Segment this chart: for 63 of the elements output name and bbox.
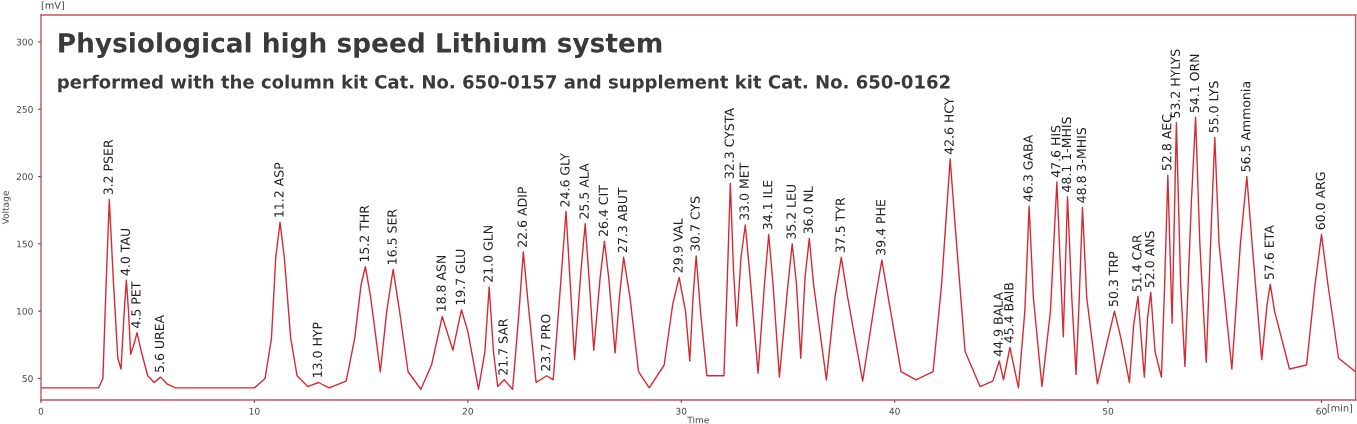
annotation: 42.6 HCY: [944, 97, 954, 155]
y-tick-label: 50: [22, 375, 33, 383]
x-tick-label: 0: [38, 407, 44, 415]
y-tick-label: 200: [16, 173, 33, 181]
annotation: 25.5 ALA: [579, 163, 589, 219]
x-tick-label: 60: [1316, 407, 1327, 415]
annotation: 27.3 ABUT: [617, 187, 628, 253]
annotation: 36.0 NL: [803, 186, 813, 234]
text: performed with the column kit Cat. No. 650-0157 and supplement kit Cat. No. 650-0162: [58, 74, 950, 93]
y-tick-label: 150: [17, 240, 33, 248]
annotation: 54.1 ORN: [1189, 54, 1200, 113]
annotation: 32.3 CYSTA: [724, 108, 734, 179]
annotation: 48.8 3-MHIS: [1076, 127, 1087, 203]
annotation: 39.4 PHE: [876, 199, 886, 255]
annotation: 37.5 TYR: [835, 197, 845, 253]
annotation: 5.6 UREA: [154, 314, 165, 372]
annotation: 44.9 BALA: [993, 292, 1003, 357]
x-tick-label: 50: [1103, 407, 1114, 415]
x-tick-label: 30: [676, 407, 687, 415]
annotation: 3.2 PSER: [103, 139, 113, 195]
text: [min]: [1327, 404, 1353, 413]
annotation: 33.0 MET: [739, 162, 749, 220]
annotation: 4.0 TAU: [120, 228, 130, 276]
annotation: 35.2 LEU: [786, 184, 796, 239]
annotation: 46.3 GABA: [1023, 134, 1033, 202]
annotation: 21.7 SAR: [498, 318, 508, 375]
annotation: 56.5 Ammonia: [1240, 82, 1251, 172]
annotation: 13.0 HYP: [312, 322, 323, 377]
y-tick-label: 300: [16, 38, 33, 46]
annotation: 60.0 ARG: [1315, 172, 1326, 230]
x-tick-label: 10: [249, 407, 260, 415]
annotation: 21.0 GLN: [483, 226, 493, 282]
annotation: 11.2 ASP: [274, 162, 284, 217]
annotation: 55.0 LYS: [1208, 81, 1219, 133]
x-axis-title: Time: [687, 416, 709, 424]
annotation: 30.7 CYS: [690, 196, 700, 251]
annotation: 52.0 ANS: [1144, 231, 1155, 288]
annotation: 4.5 PET: [131, 281, 141, 328]
annotation: 51.4 CAR: [1132, 234, 1142, 292]
annotation: 48.1 1-MHIS: [1061, 117, 1072, 192]
annotation: 34.1 ILE: [762, 180, 773, 230]
annotation: 52.8 AEC: [1162, 114, 1172, 171]
annotation: 15.2 THR: [359, 205, 370, 262]
annotation: 24.6 GLY: [560, 152, 570, 207]
x-tick-label: 40: [889, 407, 900, 415]
annotation: 45.4 BAIB: [1004, 283, 1014, 343]
annotation: 47.6 HIS: [1051, 125, 1061, 178]
annotation: 57.6 ETA: [1264, 225, 1274, 280]
annotation: 19.7 GLU: [455, 249, 466, 305]
annotation: 53.2 HYLYS: [1170, 49, 1180, 118]
annotation: 18.8 ASN: [436, 255, 446, 311]
y-tick-label: 250: [16, 105, 33, 113]
annotation: 22.6 ADIP: [517, 186, 527, 247]
text: [mV]: [41, 1, 64, 11]
text: Physiological high speed Lithium system: [59, 32, 662, 59]
annotation: 16.5 SER: [387, 209, 397, 264]
y-axis-title: Voltage: [1, 191, 11, 225]
y-tick-label: 100: [17, 307, 33, 315]
annotation: 23.7 PRO: [540, 314, 551, 371]
annotation: 29.9 VAL: [673, 218, 683, 273]
x-tick-label: 20: [462, 407, 473, 415]
annotation: 26.4 CIT: [598, 185, 609, 237]
annotation: 50.3 TRP: [1108, 251, 1119, 307]
